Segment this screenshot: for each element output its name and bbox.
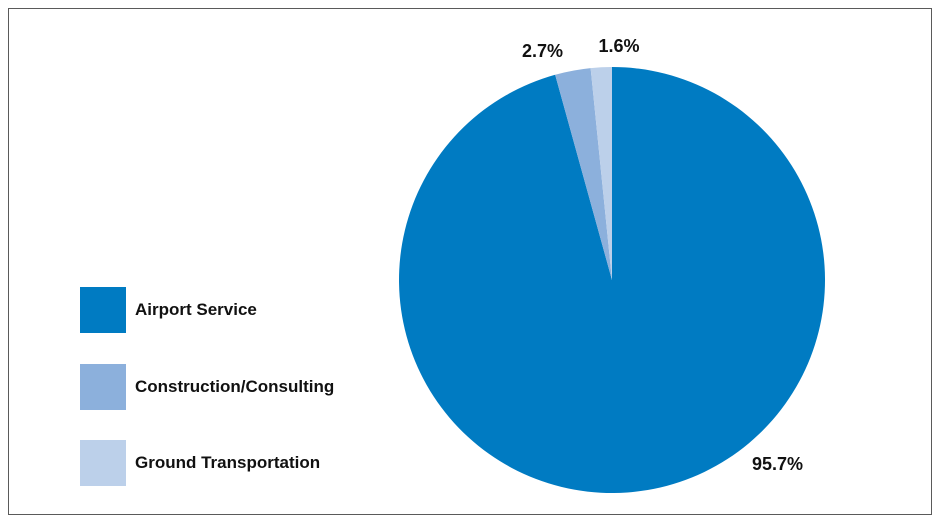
legend-item-construction-consulting: Construction/Consulting bbox=[80, 364, 410, 410]
legend-label: Ground Transportation bbox=[135, 453, 321, 472]
legend-label: Airport Service bbox=[135, 300, 257, 319]
legend-item-ground-transportation: Ground Transportation bbox=[80, 440, 410, 486]
legend-label: Construction/Consulting bbox=[135, 377, 335, 396]
pie-slice-airport-service bbox=[399, 67, 826, 493]
legend-item-airport-service: Airport Service bbox=[80, 287, 410, 333]
legend-swatch bbox=[80, 287, 126, 333]
legend-swatch bbox=[80, 440, 126, 486]
slice-value-label: 1.6% bbox=[598, 36, 639, 56]
slice-value-label: 95.7% bbox=[752, 454, 803, 474]
legend-swatch bbox=[80, 364, 126, 410]
legend: Airport Service Construction/Consulting … bbox=[80, 0, 410, 525]
pie-slice-ground-transportation bbox=[590, 67, 612, 280]
pie-slice-construction-consulting bbox=[555, 68, 612, 280]
slice-value-label: 2.7% bbox=[522, 41, 563, 61]
pie-slices bbox=[399, 67, 826, 493]
